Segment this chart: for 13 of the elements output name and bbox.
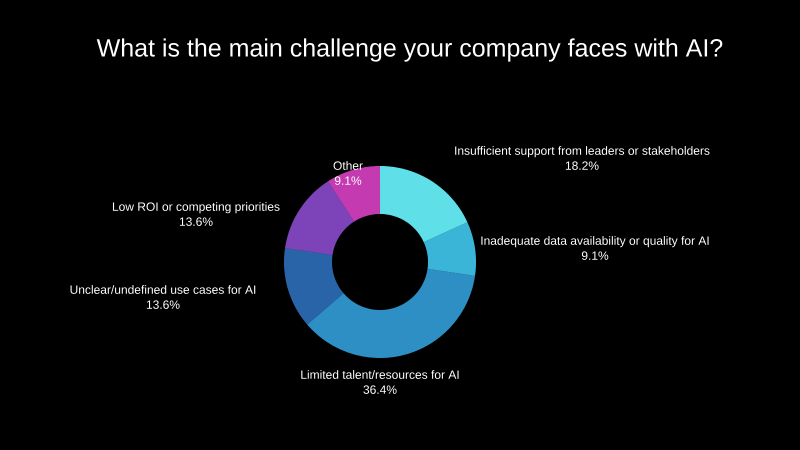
slice-label: Other: [334, 161, 363, 170]
slice-label: Inadequate data availability or quality for AI: [481, 236, 709, 248]
data-label: 18.2%: [566, 161, 599, 170]
data-label: 36.4%: [363, 385, 397, 394]
data-label: 9.1%: [582, 251, 608, 260]
chart-title: What is the main challenge your company faces with AI?: [96, 38, 722, 62]
slice-label: Low ROI or competing priorities: [112, 202, 280, 214]
slice-label: Limited talent/resources for AI: [301, 370, 459, 379]
slice-label: Unclear/undefined use cases for AI: [70, 285, 256, 294]
data-label: 9.1%: [334, 176, 362, 185]
data-label: 13.6%: [146, 300, 180, 309]
data-label: 13.6%: [180, 217, 213, 226]
slice-label: Insufficient support from leaders or stakeholders: [455, 146, 710, 158]
